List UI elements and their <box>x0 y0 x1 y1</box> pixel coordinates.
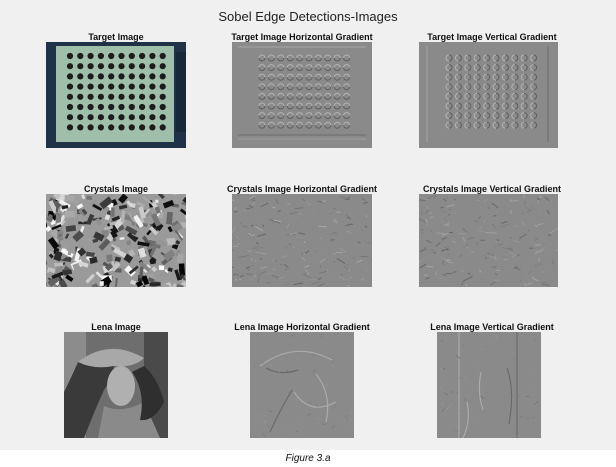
target-vertical-gradient-image <box>419 42 558 148</box>
figure-caption: Figure 3.a <box>285 453 331 464</box>
panel-title-target-image: Target Image <box>88 32 144 42</box>
crystals-vertical-gradient-image <box>419 194 558 287</box>
lena-vertical-gradient-image <box>437 332 541 438</box>
panel-title-lena-image: Lena Image <box>91 322 141 332</box>
target-image <box>46 42 186 148</box>
panel-title-lena-vertical: Lena Image Vertical Gradient <box>430 322 554 332</box>
figure-title: Sobel Edge Detections-Images <box>218 9 398 24</box>
panel-title-lena-horizontal: Lena Image Horizontal Gradient <box>234 322 370 332</box>
panel-title-target-vertical: Target Image Vertical Gradient <box>427 32 557 42</box>
lena-horizontal-gradient-image <box>250 332 354 438</box>
figure-window: Sobel Edge Detections-Images Target Imag… <box>0 0 616 450</box>
target-horizontal-gradient-image <box>232 42 372 148</box>
crystals-image <box>46 194 186 287</box>
panel-title-target-horizontal: Target Image Horizontal Gradient <box>231 32 373 42</box>
panel-title-crystals-image: Crystals Image <box>83 184 149 194</box>
panel-title-crystals-horizontal: Crystals Image Horizontal Gradient <box>226 184 378 194</box>
crystals-horizontal-gradient-image <box>232 194 372 287</box>
lena-image <box>64 332 168 438</box>
panel-title-crystals-vertical: Crystals Image Vertical Gradient <box>422 184 562 194</box>
